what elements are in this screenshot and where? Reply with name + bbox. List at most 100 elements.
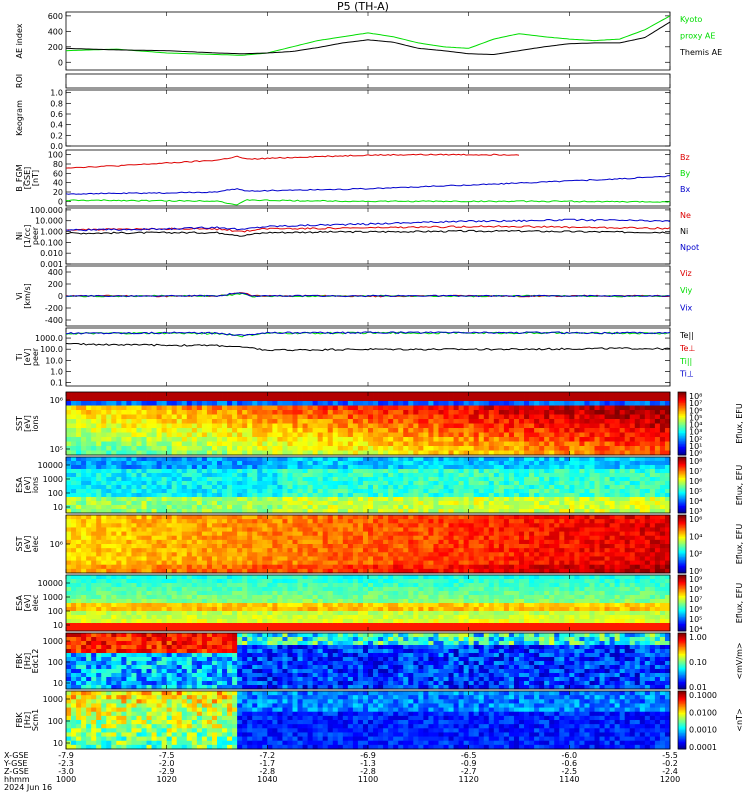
y-axis-label: Edc12 xyxy=(31,649,40,674)
y-axis-label: [GSE] xyxy=(23,167,32,190)
series-line-ti-2 xyxy=(65,331,671,337)
colorbar-tick-label: 10⁷ xyxy=(689,467,702,476)
y-axis-label: ROI xyxy=(15,74,24,88)
y-tick-label: -200 xyxy=(45,304,63,313)
colorbar-tick-label: 10⁶ xyxy=(689,515,702,524)
colorbar-label: <nT> xyxy=(735,708,744,731)
spectrogram-sste xyxy=(66,515,671,574)
colorbar-tick-label: 10⁰ xyxy=(689,449,702,458)
y-tick-label: 100.0 xyxy=(40,345,63,354)
y-tick-label: 1.000 xyxy=(40,228,63,237)
colorbar-tick-label: 10⁵ xyxy=(689,487,702,496)
colorbar-tick-label: 10⁸ xyxy=(689,457,702,466)
colorbar-tick-label: 10⁴ xyxy=(689,421,702,430)
spectrogram-ssti xyxy=(66,392,671,456)
series-line-vi-2 xyxy=(65,292,671,298)
colorbar-label: <mV/m> xyxy=(735,642,744,679)
y-axis-label: SST xyxy=(15,416,24,431)
y-axis-label: Ti xyxy=(15,354,24,362)
y-axis-label: [eV] xyxy=(23,536,32,553)
colorbar-tick-label: 0.0010 xyxy=(689,726,717,735)
colorbar-tick-label: 10⁸ xyxy=(689,392,702,401)
y-tick-label: 10⁶ xyxy=(50,396,63,405)
y-tick-label: 1.0 xyxy=(50,89,63,98)
y-axis-label: AE index xyxy=(15,23,24,58)
colorbar-tick-label: 0.10 xyxy=(689,658,707,667)
x-tick-label: 1120 xyxy=(458,775,478,784)
x-tick-label: -2.8 xyxy=(360,767,376,776)
panel-ti: 1000.0 100.0 10.0 1.0 0.1 Te|| Te⊥ Ti|| Ti⊥ Ti [eV… xyxy=(15,327,695,388)
y-axis-label: SST xyxy=(15,536,24,551)
y-axis-label: ESA xyxy=(15,595,24,611)
colorbar-tick-label: 0.1000 xyxy=(689,691,717,700)
y-tick-label: 100.000 xyxy=(30,206,63,215)
x-tick-label: -7.9 xyxy=(58,751,74,760)
y-tick-label: 10⁶ xyxy=(50,540,63,549)
y-tick-label: 0 xyxy=(58,58,63,67)
figure-title: P5 (TH-A) xyxy=(337,0,389,13)
legend-entry: Ti|| xyxy=(679,357,692,366)
legend-entry: Viz xyxy=(680,269,692,278)
colorbar-tick-label: 10¹ xyxy=(689,442,702,451)
x-axis-row-label: hhmm xyxy=(4,775,30,784)
colorbar-fbke: 1.00 0.10 0.01 <mV/m> xyxy=(677,632,744,692)
y-tick-label: 100 xyxy=(48,489,63,498)
y-axis-label: elec xyxy=(31,536,40,552)
y-axis-label: peer xyxy=(31,226,40,245)
series-line-bfgm-1 xyxy=(65,199,671,206)
x-tick-label: 1100 xyxy=(358,775,378,784)
y-axis-label: elec xyxy=(31,595,40,611)
x-axis: X-GSE -7.9 -7.5 -7.2 -6.9 -6.5 -6.0 -5.5 Y-GSE -2… xyxy=(3,751,680,792)
y-tick-label: 1000 xyxy=(43,593,63,602)
x-tick-label: -2.9 xyxy=(159,767,175,776)
legend-entry: Ni xyxy=(680,227,688,236)
colorbar-tick-label: 0.0001 xyxy=(689,743,717,752)
panel-fbke: 1.00 0.10 0.01 <mV/m> 1000 100 10 FBK [Hz] Edc12 xyxy=(15,632,744,692)
panel-frame xyxy=(65,11,671,71)
y-tick-label: 10.000 xyxy=(35,217,63,226)
y-tick-label: 0 xyxy=(58,197,63,206)
x-tick-label: -0.9 xyxy=(461,759,477,768)
y-axis-label: Scm1 xyxy=(31,709,40,731)
legend-entry: Viy xyxy=(680,286,693,295)
colorbar-tick-label: 10⁹ xyxy=(689,575,702,584)
y-tick-label: 60 xyxy=(53,169,63,178)
x-tick-label: -0.6 xyxy=(562,759,578,768)
x-tick-label: -2.0 xyxy=(159,759,175,768)
panel-roi: ROI xyxy=(15,73,671,89)
x-axis-row-label: Z-GSE xyxy=(4,767,29,776)
x-tick-label: -5.5 xyxy=(662,751,678,760)
colorbar-tick-label: 10⁶ xyxy=(689,477,702,486)
colorbar-tick-label: 10³ xyxy=(689,428,702,437)
x-tick-label: -2.7 xyxy=(461,767,477,776)
panel-ae: 600 400 200 0 Kyoto proxy AE Themis AE AE index xyxy=(15,11,722,71)
spectrogram-fbke xyxy=(66,633,671,690)
x-axis-row-label: X-GSE xyxy=(4,751,29,760)
y-tick-label: 100 xyxy=(48,607,63,616)
y-tick-label: 1000 xyxy=(43,695,63,704)
y-tick-label: 600 xyxy=(48,12,63,21)
y-axis-label: [km/s] xyxy=(23,283,32,309)
y-tick-label: 0.6 xyxy=(50,110,63,119)
series-line-ae-1 xyxy=(65,21,671,55)
legend-entry: Te⊥ xyxy=(679,344,695,353)
legend-entry: Te|| xyxy=(679,331,694,340)
legend-entry: Ti⊥ xyxy=(679,370,694,379)
colorbar-tick-label: 10⁶ xyxy=(689,605,702,614)
y-tick-label: 200 xyxy=(48,43,63,52)
y-tick-label: 0.0 xyxy=(50,142,63,151)
x-tick-label: -2.3 xyxy=(58,759,74,768)
colorbar-tick-label: 0.0100 xyxy=(689,708,717,717)
y-tick-label: 40 xyxy=(53,179,63,188)
y-tick-label: -400 xyxy=(45,316,63,325)
x-tick-label: -1.7 xyxy=(260,759,276,768)
colorbar-tick-label: 10⁶ xyxy=(689,406,702,415)
y-tick-label: 10 xyxy=(53,621,63,630)
y-tick-label: 0.2 xyxy=(50,131,63,140)
y-axis-label: ions xyxy=(31,477,40,493)
